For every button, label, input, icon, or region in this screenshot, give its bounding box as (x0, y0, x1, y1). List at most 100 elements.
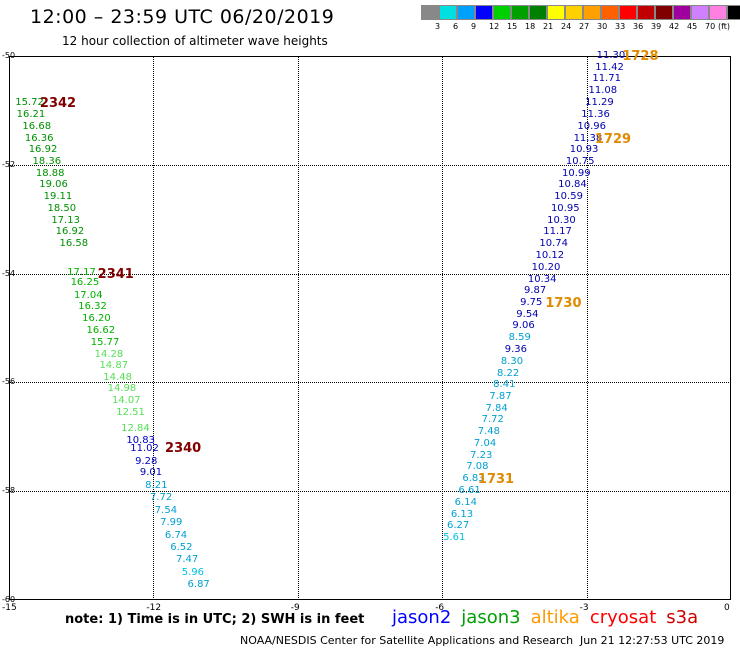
jason3-swh-label: 16.92 (28, 144, 58, 156)
colorbar-tick: 6 (453, 22, 459, 31)
jason3-swh-label: 17.13 (51, 214, 80, 226)
jason3-swh-label: 16.58 (59, 238, 89, 250)
jason2-swh-label: 11.17 (543, 226, 572, 238)
jason3-swh-label: 14.07 (111, 395, 141, 407)
jason3-swh-label: 8.21 (145, 479, 168, 491)
jason3-swh-label: 16.32 (78, 301, 107, 313)
jason3-swh-label: 9.28 (135, 456, 158, 468)
jason3-swh-label: 12.51 (116, 407, 145, 419)
track-time-label: 1729 (594, 131, 632, 147)
colorbar-tick: 42 (669, 22, 680, 31)
jason3-swh-label: 7.54 (154, 504, 178, 516)
colorbar-swatch (565, 5, 583, 20)
jason2-swh-label: 10.12 (535, 250, 565, 262)
jason2-swh-label: 11.42 (595, 61, 624, 73)
credit-line: NOAA/NESDIS Center for Satellite Applica… (240, 634, 574, 647)
jason2-swh-label: 10.74 (539, 238, 569, 250)
jason2-swh-label: 10.84 (558, 179, 587, 191)
longitude-tick-label: -9 (290, 603, 300, 613)
jason3-swh-label: 7.99 (160, 517, 183, 529)
jason2-swh-label: 7.87 (489, 391, 512, 403)
colorbar-swatch (493, 5, 511, 20)
colorbar-tick: 27 (579, 22, 590, 31)
jason2-swh-label: 5.61 (443, 531, 466, 543)
parallel-line (9, 491, 731, 493)
colorbar-tick: 3 (435, 22, 441, 31)
meridian-line (586, 56, 588, 600)
meridian-line (442, 56, 444, 600)
jason2-swh-label: 10.96 (577, 120, 607, 132)
colorbar-swatch (511, 5, 529, 20)
legend-s3a: s3a (666, 607, 699, 628)
jason3-swh-label: 16.25 (70, 276, 100, 288)
jason2-swh-label: 6.83 (462, 473, 485, 485)
generated-timestamp: Jun 21 12:27:53 UTC 2019 (580, 634, 725, 647)
jason3-swh-label: 14.28 (94, 348, 124, 360)
footer-note: note: 1) Time is in UTC; 2) SWH is in fe… (65, 612, 365, 627)
colorbar-swatch (601, 5, 619, 20)
legend-jason2: jason2 (392, 607, 452, 628)
jason2-swh-label: 11.29 (585, 97, 614, 109)
colorbar-swatch (619, 5, 637, 20)
jason2-swh-label: 7.48 (477, 426, 501, 438)
map-subtitle: 12 hour collection of altimeter wave hei… (62, 34, 328, 48)
colorbar-unit: (ft) (718, 22, 731, 31)
jason3-swh-label: 16.20 (82, 313, 111, 325)
jason3-swh-label: 7.47 (175, 554, 199, 566)
jason3-swh-label: 9.01 (139, 467, 163, 479)
jason2-swh-label: 6.61 (458, 485, 481, 497)
colorbar-swatch (673, 5, 691, 20)
longitude-tick-label: -15 (2, 603, 17, 613)
colorbar-tick: 33 (615, 22, 626, 31)
parallel-line (9, 273, 731, 275)
colorbar-tick: 24 (561, 22, 572, 31)
colorbar-tick: 45 (687, 22, 698, 31)
jason3-swh-label: 12.84 (121, 422, 150, 434)
jason3-swh-label: 15.77 (90, 336, 120, 348)
jason2-swh-label: 10.95 (550, 202, 580, 214)
colorbar-tick: 15 (507, 22, 518, 31)
legend-altika: altika (530, 607, 580, 628)
jason2-swh-label: 8.30 (500, 355, 524, 367)
jason3-swh-label: 18.36 (32, 156, 62, 168)
colorbar-tick: 21 (543, 22, 554, 31)
jason3-swh-label: 11.02 (130, 443, 159, 455)
colorbar-swatch (439, 5, 457, 20)
colorbar-swatch (547, 5, 565, 20)
jason2-swh-label: 8.59 (508, 332, 531, 344)
jason2-swh-label: 10.34 (527, 273, 557, 285)
parallel-line (9, 382, 731, 384)
track-time-label: 2341 (97, 266, 134, 282)
colorbar-swatch (529, 5, 547, 20)
jason3-swh-label: 16.62 (86, 324, 116, 336)
jason3-swh-label: 16.21 (16, 108, 46, 120)
jason3-swh-label: 16.36 (24, 132, 54, 144)
jason2-swh-label: 8.22 (497, 367, 520, 379)
colorbar-swatch (691, 5, 709, 20)
wave-height-colorbar (421, 5, 740, 20)
jason3-swh-label: 14.98 (107, 383, 137, 395)
colorbar-swatch (421, 5, 439, 20)
legend-jason3: jason3 (461, 607, 521, 628)
meridian-line (297, 56, 299, 600)
jason3-swh-label: 17.17 (67, 266, 96, 278)
jason2-swh-label: 7.23 (470, 449, 493, 461)
colorbar-swatch (727, 5, 740, 20)
meridian-line (153, 56, 155, 600)
jason3-swh-label: 16.92 (55, 226, 85, 238)
jason3-swh-label: 19.11 (43, 190, 73, 202)
jason3-swh-label: 19.06 (39, 179, 68, 191)
jason2-swh-label: 10.30 (547, 214, 576, 226)
colorbar-tick: 36 (633, 22, 644, 31)
jason2-swh-label: 7.04 (473, 437, 497, 449)
legend-cryosat: cryosat (589, 607, 657, 628)
jason3-swh-label: 14.87 (99, 360, 129, 372)
longitude-tick-label: 0 (724, 603, 730, 613)
colorbar-tick: 9 (471, 22, 477, 31)
colorbar-tick: 12 (489, 22, 500, 31)
jason2-swh-label: 11.30 (596, 50, 626, 61)
latitude-tick-label: -52 (2, 159, 16, 169)
jason2-swh-label: 10.20 (531, 261, 561, 273)
longitude-tick-label: -3 (579, 603, 589, 613)
jason3-swh-label: 14.48 (103, 372, 132, 384)
